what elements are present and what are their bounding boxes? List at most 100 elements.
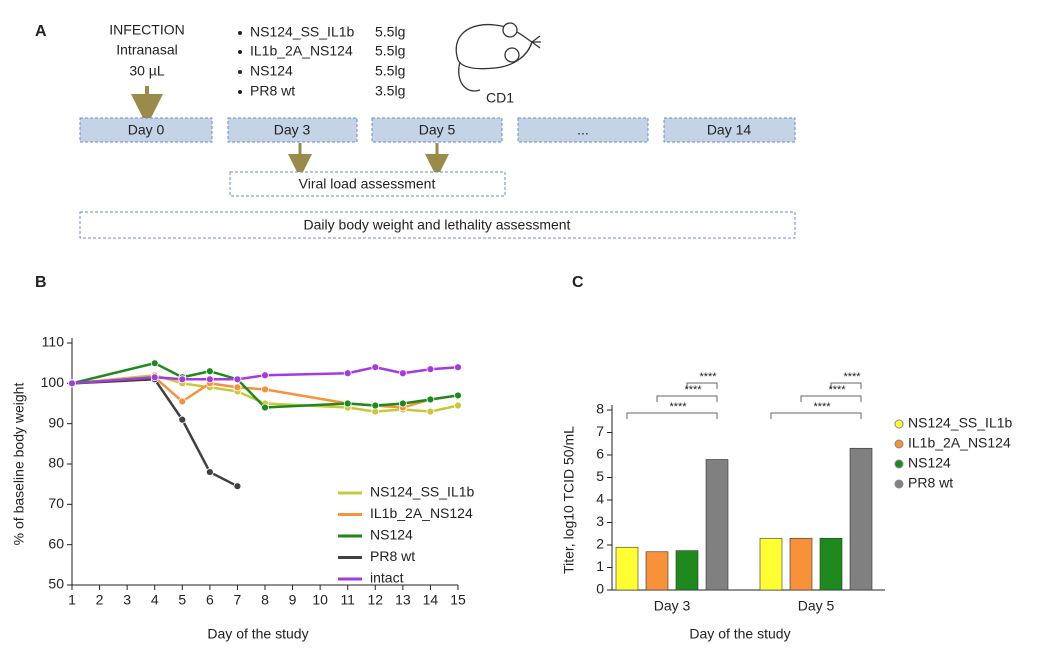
x-tick-label: 5 <box>178 592 186 608</box>
dose: 5.5lg <box>375 24 405 40</box>
point <box>371 401 380 410</box>
y-tick-label: 60 <box>48 535 64 551</box>
x-axis-label: Day of the study <box>207 626 308 642</box>
animal: CD1 <box>486 90 514 106</box>
sig-bracket <box>830 382 862 389</box>
infection-text: Intranasal <box>116 42 177 58</box>
legend-label: intact <box>370 570 404 586</box>
bar <box>819 537 843 591</box>
day-box <box>371 117 503 143</box>
y-axis-label: % of baseline body weight <box>11 383 27 546</box>
legend-swatch <box>894 439 904 449</box>
point <box>205 367 214 376</box>
strain: IL1b_2A_NS124 <box>250 43 353 59</box>
y-tick-label: 100 <box>41 374 65 390</box>
x-tick-label: 10 <box>312 592 328 608</box>
infection-text: 30 µL <box>129 63 165 79</box>
bar <box>615 546 639 591</box>
point <box>398 369 407 378</box>
point <box>426 365 435 374</box>
y-axis-label: Titer, log10 TCID 50/mL <box>561 426 577 574</box>
legend-swatch <box>894 419 904 429</box>
bar <box>705 459 729 591</box>
point <box>261 371 269 380</box>
legend-label: NS124 <box>370 527 413 543</box>
sig-label: **** <box>699 371 717 383</box>
x-tick-label: 8 <box>261 592 269 608</box>
sig-bracket <box>626 412 718 419</box>
point <box>233 383 242 392</box>
y-tick-label: 2 <box>596 536 604 552</box>
x-tick-label: 12 <box>367 592 383 608</box>
sig-label: **** <box>813 401 831 413</box>
day-box <box>663 117 796 143</box>
y-tick-label: 90 <box>48 414 64 430</box>
legend-label: IL1b_2A_NS124 <box>908 435 1011 451</box>
bar <box>675 550 699 591</box>
y-tick-label: 0 <box>596 581 604 597</box>
bar <box>645 551 669 591</box>
sig-bracket <box>770 412 862 419</box>
assessment-box <box>229 171 506 197</box>
sig-bracket <box>800 395 862 402</box>
infection-text: INFECTION <box>109 22 184 38</box>
point <box>454 363 462 372</box>
x-tick-label: Day 3 <box>654 598 691 614</box>
point <box>178 415 187 424</box>
day-label: Day 3 <box>274 122 311 138</box>
point <box>371 363 380 372</box>
y-tick-label: 4 <box>596 491 604 507</box>
point <box>150 359 159 368</box>
legend-label: NS124_SS_IL1b <box>370 484 475 500</box>
panel-label: C <box>572 274 584 291</box>
sig-label: **** <box>828 384 846 396</box>
x-tick-label: 4 <box>151 592 159 608</box>
x-tick-label: Day 5 <box>798 598 835 614</box>
y-tick-label: 7 <box>596 423 604 439</box>
strain: NS124 <box>250 63 293 79</box>
strain: PR8 wt <box>250 83 295 99</box>
x-axis-label: Day of the study <box>689 626 790 642</box>
x-tick-label: 14 <box>423 592 439 608</box>
point <box>178 397 187 406</box>
point <box>205 468 214 476</box>
x-tick-label: 3 <box>123 592 131 608</box>
panel-a: A INFECTION Intranasal 30 µL NS124_SS_IL… <box>35 22 796 239</box>
point <box>233 482 242 491</box>
point <box>426 407 435 416</box>
point <box>426 395 435 404</box>
x-tick-label: 13 <box>395 592 411 608</box>
point <box>178 375 187 384</box>
panel-label: B <box>35 274 47 291</box>
x-tick-label: 1 <box>68 592 76 608</box>
strain: NS124_SS_IL1b <box>250 24 355 40</box>
point <box>150 373 159 382</box>
mouse-icon <box>455 22 541 92</box>
day-box <box>79 117 213 143</box>
y-tick-label: 3 <box>596 513 604 529</box>
sig-bracket <box>686 382 718 389</box>
dose: 5.5lg <box>375 43 405 59</box>
y-tick-label: 80 <box>48 455 64 471</box>
x-tick-label: 9 <box>289 592 297 608</box>
panel-label: A <box>35 23 47 40</box>
day-label: ... <box>577 122 589 138</box>
y-tick-label: 8 <box>596 401 604 417</box>
point <box>343 369 352 378</box>
legend-label: NS124_SS_IL1b <box>908 415 1013 431</box>
point <box>233 375 242 384</box>
assessment-label: Daily body weight and lethality assessme… <box>304 217 571 233</box>
point <box>68 379 76 388</box>
y-tick-label: 50 <box>48 576 64 592</box>
x-tick-label: 7 <box>234 592 242 608</box>
bar <box>849 447 873 591</box>
day-label: Day 14 <box>707 122 752 138</box>
assessment-box <box>79 211 796 239</box>
y-tick-label: 1 <box>596 558 604 574</box>
sig-label: **** <box>669 401 687 413</box>
day-label: Day 0 <box>128 122 165 138</box>
day-box <box>227 117 358 143</box>
legend-swatch <box>894 479 904 489</box>
sig-label: **** <box>843 371 861 383</box>
